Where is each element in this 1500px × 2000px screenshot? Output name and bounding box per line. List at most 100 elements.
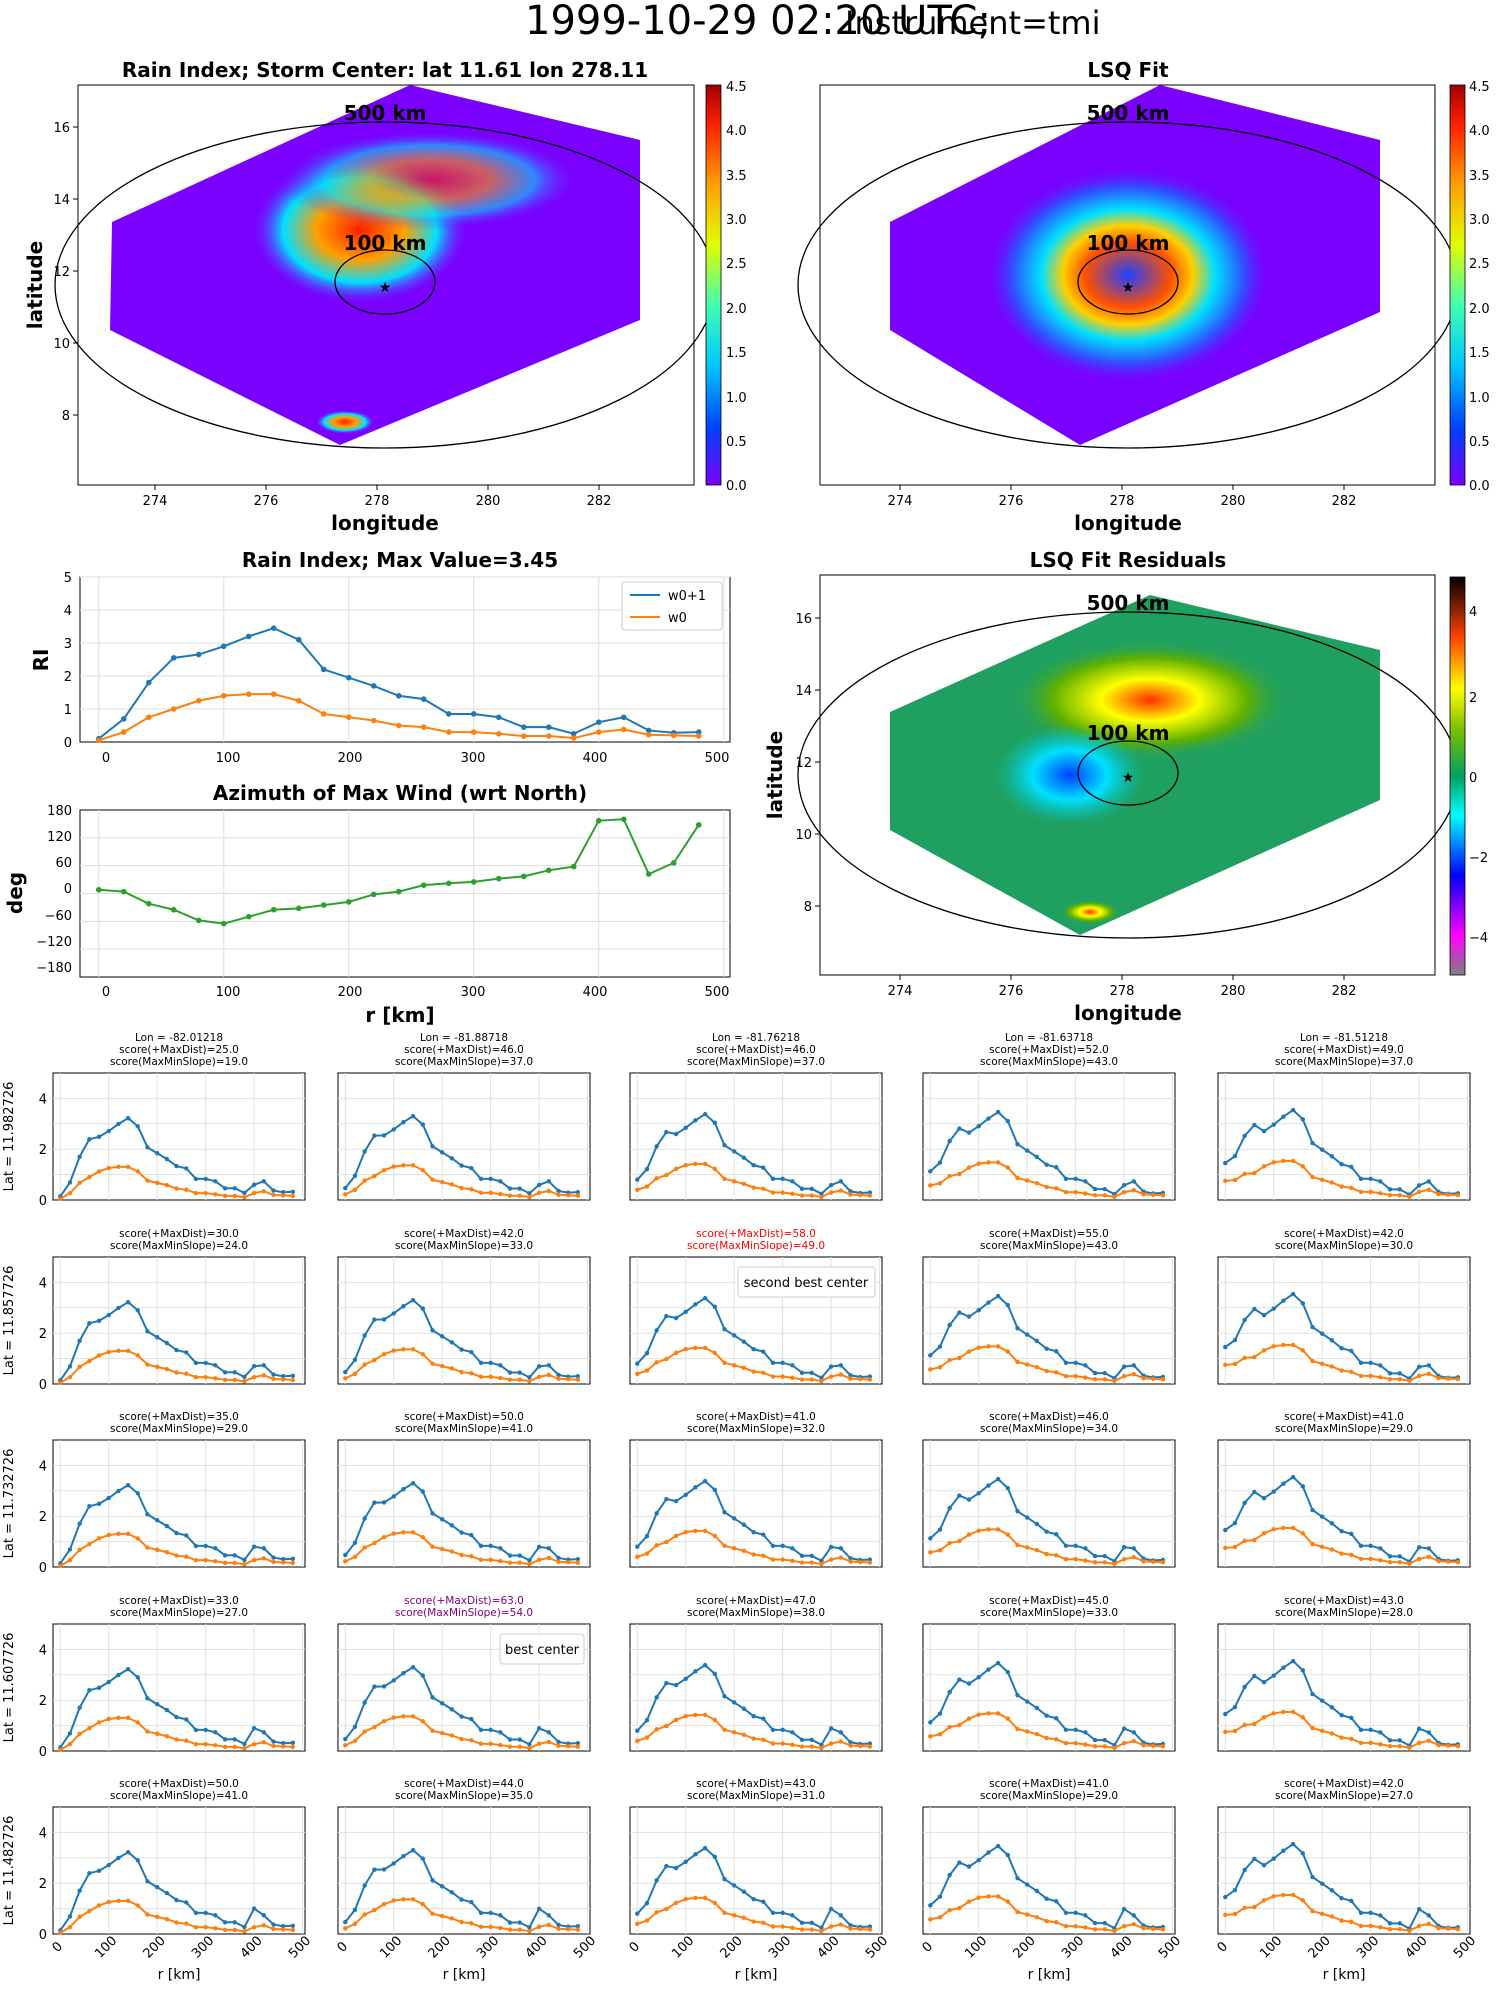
candidate-point <box>644 1368 650 1373</box>
candidate-point <box>1242 1905 1247 1911</box>
rain-index-map: Rain Index; Storm Center: lat 11.61 lon … <box>23 58 747 535</box>
candidate-point <box>410 1897 416 1902</box>
candidate-point <box>222 1560 228 1566</box>
candidate-point <box>145 1329 150 1334</box>
ri-point <box>195 651 202 658</box>
azimuth-chart-xticks: 0 100 200 300 400 500 <box>102 985 730 1000</box>
candidate-point <box>420 1534 426 1540</box>
candidate-point <box>1063 1910 1069 1916</box>
ri-point <box>270 625 277 631</box>
candidate-point <box>174 1920 179 1925</box>
candidate-point <box>430 1728 435 1733</box>
candidate-point <box>799 1560 805 1565</box>
candidate-point <box>1073 1741 1078 1746</box>
candidate-point <box>1102 1920 1107 1926</box>
rain-index-band <box>280 130 580 230</box>
candidate-point <box>1387 1921 1393 1926</box>
candidate-point <box>1252 1537 1257 1543</box>
candidate-point <box>644 1718 650 1723</box>
rain-index-south-cell <box>315 410 375 434</box>
candidate-point <box>1141 1926 1146 1931</box>
candidate-point <box>242 1374 247 1380</box>
candidate-point <box>731 1546 737 1551</box>
candidate-point <box>995 1660 1001 1666</box>
candidate-point <box>1034 1180 1040 1186</box>
candidate-point <box>290 1744 296 1750</box>
candidate-point <box>857 1559 863 1565</box>
candidate-point <box>1092 1193 1098 1198</box>
svg-text:0.0: 0.0 <box>1469 479 1490 494</box>
candidate-point <box>372 1540 377 1546</box>
candidate-point <box>1319 1911 1325 1917</box>
candidate-point <box>362 1149 367 1154</box>
candidate-point <box>391 1898 396 1903</box>
candidate-point <box>271 1743 276 1749</box>
candidate-point <box>986 1667 991 1672</box>
candidate-xtick: 200 <box>141 1933 169 1961</box>
residuals-ylabel: latitude <box>763 731 787 819</box>
svg-text:276: 276 <box>999 984 1024 999</box>
candidate-point <box>635 1371 640 1377</box>
az-point <box>345 899 352 905</box>
candidate-plot: score(MaxMinSlope)=33.0score(+MaxDist)=4… <box>922 1595 1176 1752</box>
candidate-point <box>536 1374 542 1380</box>
candidate-row-label: Lat = 11.732726 <box>2 1449 17 1559</box>
candidate-point <box>1242 1684 1247 1690</box>
az-point <box>445 880 452 887</box>
candidate-point <box>410 1530 416 1535</box>
svg-text:282: 282 <box>1332 494 1357 509</box>
candidate-point <box>1102 1927 1107 1932</box>
candidate-point <box>664 1863 669 1869</box>
candidate-plot: score(MaxMinSlope)=37.0score(+MaxDist)=4… <box>629 1032 883 1201</box>
candidate-xtick: 500 <box>286 1933 314 1961</box>
candidate-point <box>1290 1158 1296 1164</box>
candidate-point <box>430 1511 435 1516</box>
candidate-point <box>1416 1373 1422 1379</box>
candidate-point <box>966 1716 972 1721</box>
ri-point <box>570 730 577 737</box>
candidate-point <box>1083 1925 1088 1930</box>
ri-point <box>195 697 202 704</box>
candidate-point <box>1368 1740 1373 1746</box>
candidate-point <box>449 1890 455 1895</box>
candidate-point <box>819 1928 824 1934</box>
candidate-point <box>947 1907 952 1913</box>
ri-point <box>345 674 352 681</box>
candidate-point <box>203 1924 208 1930</box>
candidate-point <box>232 1377 237 1383</box>
candidate-point <box>819 1742 824 1747</box>
candidate-point <box>780 1360 785 1366</box>
candidate-point <box>857 1743 863 1749</box>
candidate-point <box>790 1191 795 1196</box>
candidate-point <box>848 1192 853 1197</box>
candidate-point <box>125 1482 131 1488</box>
candidate-axes <box>922 1439 1176 1568</box>
candidate-axes <box>922 1806 1176 1935</box>
candidate-point <box>546 1555 552 1561</box>
candidate-point <box>290 1740 296 1745</box>
candidate-point <box>106 1532 111 1538</box>
candidate-point <box>819 1745 824 1751</box>
svg-text:1.5: 1.5 <box>726 346 747 361</box>
candidate-maxdist-score: score(+MaxDist)=55.0 <box>989 1228 1109 1240</box>
candidate-point <box>848 1373 853 1378</box>
candidate-axes <box>629 1623 883 1752</box>
candidate-xtick: 300 <box>474 1933 502 1961</box>
candidate-point <box>106 1716 111 1722</box>
candidate-point <box>420 1673 426 1678</box>
candidate-point <box>507 1927 513 1932</box>
candidate-point <box>343 1369 348 1375</box>
candidate-point <box>449 1156 455 1161</box>
candidate-point <box>517 1370 522 1375</box>
candidate-point <box>1063 1374 1069 1379</box>
candidate-point <box>848 1926 853 1931</box>
candidate-point <box>1121 1557 1127 1562</box>
candidate-slope-score: score(MaxMinSlope)=37.0 <box>1275 1056 1413 1068</box>
svg-text:278: 278 <box>1110 494 1135 509</box>
candidate-point <box>1397 1559 1402 1565</box>
candidate-point <box>1329 1521 1335 1526</box>
ri-point <box>295 636 302 643</box>
candidate-plot: score(MaxMinSlope)=28.0score(+MaxDist)=4… <box>1217 1595 1471 1752</box>
candidate-point <box>527 1558 532 1563</box>
candidate-point <box>58 1747 63 1753</box>
